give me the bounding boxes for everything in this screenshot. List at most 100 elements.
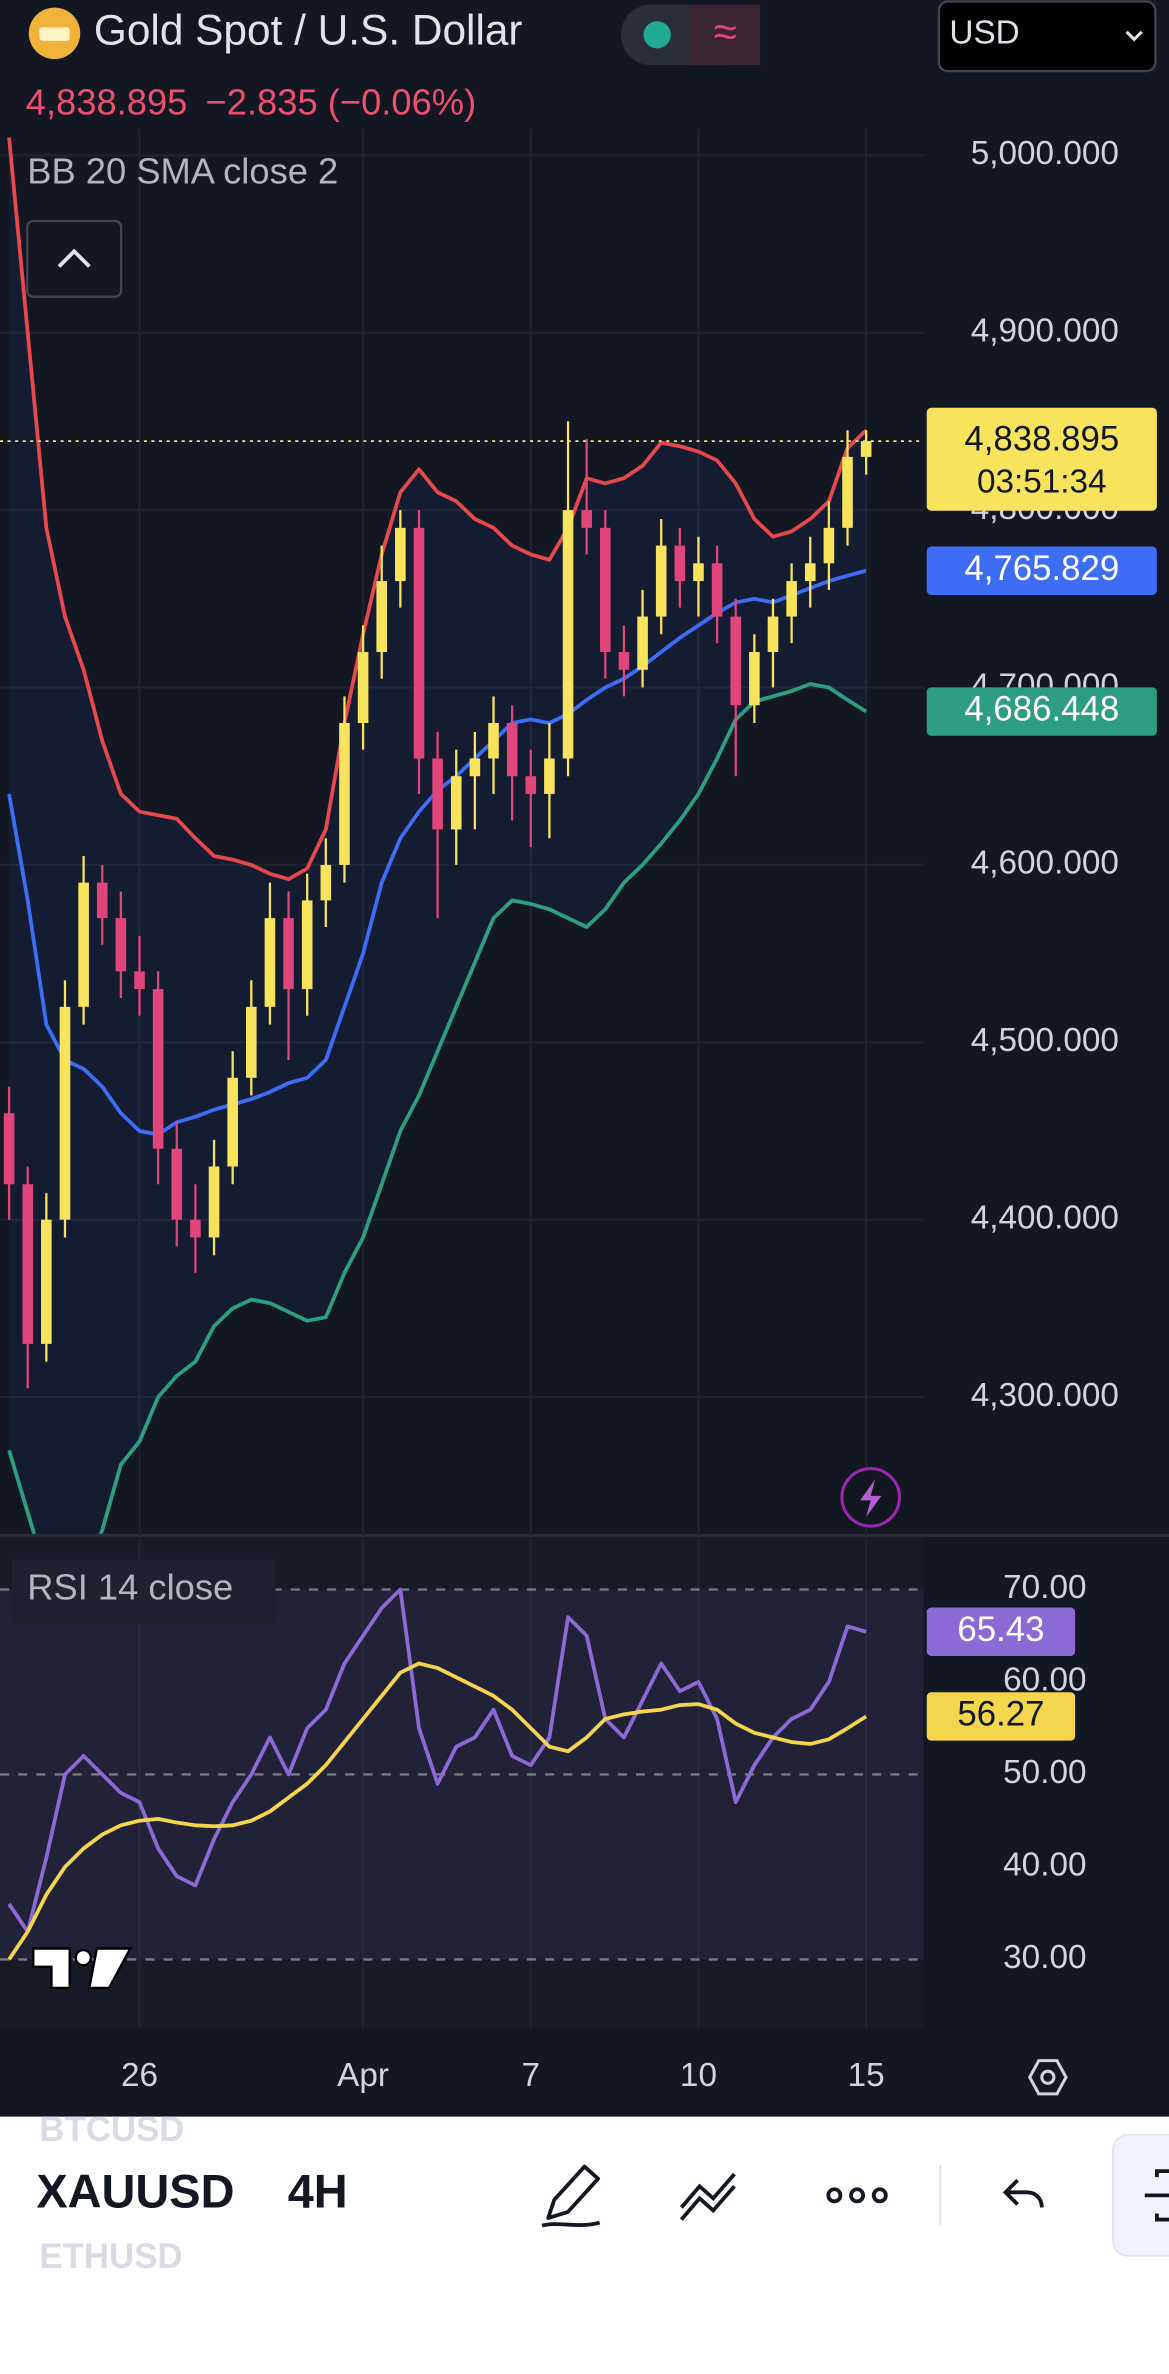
price-badge-label: 4,686.448 <box>964 690 1119 729</box>
price-badge-label: 4,765.829 <box>964 549 1119 588</box>
candle-body <box>674 545 686 582</box>
y-tick-label: 50.00 <box>1003 1754 1086 1791</box>
candle-body <box>860 441 872 457</box>
price-badge <box>926 407 1157 511</box>
collapse-button[interactable] <box>26 219 123 298</box>
candle-body <box>171 1148 183 1220</box>
market-open-dot <box>643 21 671 49</box>
candle-body <box>376 581 388 653</box>
indicator-line <box>7 1587 867 1934</box>
candle-body <box>655 545 667 617</box>
symbol-current[interactable]: XAUUSD <box>36 2166 234 2218</box>
symbol-wheel[interactable]: BTCUSD XAUUSD ETHUSD <box>36 2110 234 2277</box>
currency-label: USD <box>949 15 1019 52</box>
candle-body <box>786 581 797 617</box>
candle-body <box>693 563 704 582</box>
candle-body <box>749 652 760 706</box>
x-tick-label: 26 <box>121 2057 158 2094</box>
candle-body <box>562 510 574 759</box>
candle-body <box>469 758 481 777</box>
symbol-title[interactable]: Gold Spot / U.S. Dollar <box>94 7 523 54</box>
y-tick-label: 4,400.000 <box>971 1200 1119 1237</box>
candle-body <box>301 900 313 990</box>
candle-body <box>3 1113 15 1185</box>
y-tick-label: 70.00 <box>1003 1569 1086 1606</box>
y-tick-label: 4,600.000 <box>971 845 1119 882</box>
price-badge-label: 65.43 <box>957 1610 1044 1649</box>
draw-icon[interactable] <box>541 2164 601 2228</box>
x-tick-label: 10 <box>680 2057 717 2094</box>
undo-icon[interactable] <box>1002 2178 1044 2208</box>
candle-body <box>730 616 742 706</box>
rsi-label-bg <box>12 1559 276 1624</box>
price-change: −2.835 (−0.06%) <box>206 81 477 122</box>
rsi-label[interactable]: RSI 14 close <box>27 1566 233 1607</box>
more-tools-icon <box>1144 2169 1169 2222</box>
candle-body <box>152 989 164 1149</box>
more-dot[interactable] <box>871 2187 888 2204</box>
price-badge <box>926 1692 1076 1741</box>
candle-body <box>432 758 443 830</box>
y-tick-label: 30.00 <box>1003 1939 1086 1976</box>
candle-body <box>134 971 145 990</box>
interval[interactable]: 4H <box>288 2166 348 2218</box>
candle-body <box>711 563 723 617</box>
candle-body <box>227 1077 238 1167</box>
toolbar <box>0 2116 1169 2374</box>
y-tick-label: 4,300.000 <box>971 1377 1119 1414</box>
candle-body <box>208 1166 220 1238</box>
y-tick-label: 4,500.000 <box>971 1022 1119 1059</box>
more-tools[interactable] <box>1112 2134 1169 2257</box>
candle-body <box>395 527 406 582</box>
price-badge <box>926 546 1157 595</box>
logo-part <box>87 1947 133 1990</box>
candle-body <box>488 722 499 759</box>
alert-icon <box>860 1479 882 1518</box>
price-badge-label: 56.27 <box>957 1695 1044 1734</box>
price-badge-label: 4,838.895 <box>964 419 1119 458</box>
candle-body <box>283 918 294 990</box>
candle-body <box>413 527 425 759</box>
candle-body <box>525 776 537 794</box>
y-tick-label: 40.00 <box>1003 1847 1086 1884</box>
candle-body <box>804 563 816 582</box>
y-tick-label: 4,900.000 <box>971 313 1119 350</box>
candle-body <box>320 864 332 901</box>
x-tick-label: 15 <box>848 2057 885 2094</box>
indicator-label[interactable]: BB 20 SMA close 2 <box>27 151 338 192</box>
candle-body <box>96 882 108 919</box>
settings-icon[interactable] <box>1027 2059 1068 2096</box>
more-dot[interactable] <box>849 2187 866 2204</box>
candle-body <box>506 722 518 777</box>
candle-body <box>450 776 462 830</box>
candle-body <box>78 882 89 1007</box>
candle-body <box>59 1006 71 1220</box>
x-tick-label: Apr <box>337 2057 389 2094</box>
candle-body <box>823 527 835 564</box>
indicator-line <box>7 682 868 1534</box>
candle-body <box>115 918 127 972</box>
currency-select[interactable] <box>937 0 1157 73</box>
logo-part <box>74 1948 92 1967</box>
indicator-line <box>7 1661 868 1961</box>
symbol-next[interactable]: ETHUSD <box>39 2237 182 2276</box>
indicator-icon[interactable] <box>679 2172 736 2221</box>
candle-body <box>600 527 611 653</box>
candle-body <box>767 616 779 653</box>
candle-body <box>637 616 648 670</box>
x-tick-label: 7 <box>522 2057 541 2094</box>
candle-body <box>245 1006 257 1078</box>
plot-area <box>0 1587 924 1961</box>
settings-icon-dot <box>1040 2069 1056 2085</box>
candle-body <box>581 510 592 528</box>
collapse-icon <box>57 248 91 268</box>
candle-body <box>41 1219 52 1344</box>
symbol-prev[interactable]: BTCUSD <box>39 2110 184 2149</box>
candle-body <box>190 1219 201 1238</box>
candle-body <box>544 758 555 794</box>
candle-body <box>618 652 630 670</box>
logo-part <box>32 1947 71 1990</box>
candle-body <box>22 1184 34 1344</box>
more-dot[interactable] <box>826 2187 843 2204</box>
